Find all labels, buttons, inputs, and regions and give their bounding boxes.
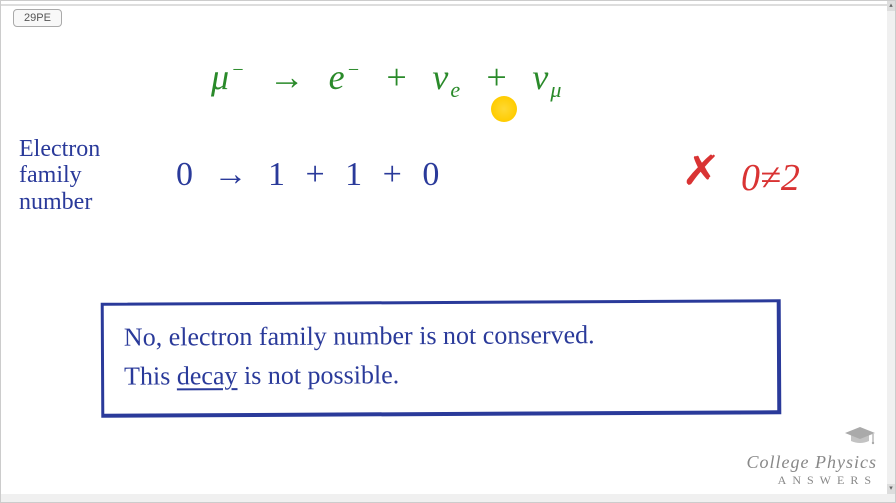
violation-x-mark: ✗	[681, 147, 721, 195]
scroll-down-arrow[interactable]: ▾	[887, 484, 895, 494]
problem-tab[interactable]: 29PE	[13, 9, 62, 27]
label-line-2: family	[19, 162, 82, 188]
answer-line-2-part2: is not possible.	[237, 360, 399, 390]
label-line-1: Electron	[19, 136, 100, 162]
answer-text: No, electron family number is not conser…	[124, 314, 757, 395]
watermark: College Physics ANSWERS	[747, 425, 877, 488]
vertical-scrollbar[interactable]	[887, 1, 895, 502]
top-ruler-decoration	[1, 4, 895, 6]
scroll-up-arrow[interactable]: ▴	[887, 1, 895, 11]
label-line-3: number	[19, 189, 92, 215]
quantum-number-label: Electron family number	[19, 136, 100, 215]
highlight-cursor	[491, 96, 517, 122]
watermark-subtitle: ANSWERS	[747, 473, 877, 488]
violation-inequality: 0≠2	[741, 156, 800, 200]
family-number-equation: 0 → 1 + 1 + 0	[176, 156, 445, 194]
answer-underlined-word: decay	[177, 361, 238, 390]
answer-box: No, electron family number is not conser…	[101, 299, 782, 418]
graduation-cap-icon	[843, 425, 877, 450]
tab-label: 29PE	[24, 12, 51, 24]
horizontal-scrollbar[interactable]	[1, 494, 887, 502]
watermark-title: College Physics	[747, 452, 877, 473]
answer-line-2-part1: This	[124, 361, 177, 390]
answer-line-1: No, electron family number is not conser…	[124, 320, 595, 351]
decay-equation: μ− → e− + νe + νμ	[211, 56, 563, 103]
